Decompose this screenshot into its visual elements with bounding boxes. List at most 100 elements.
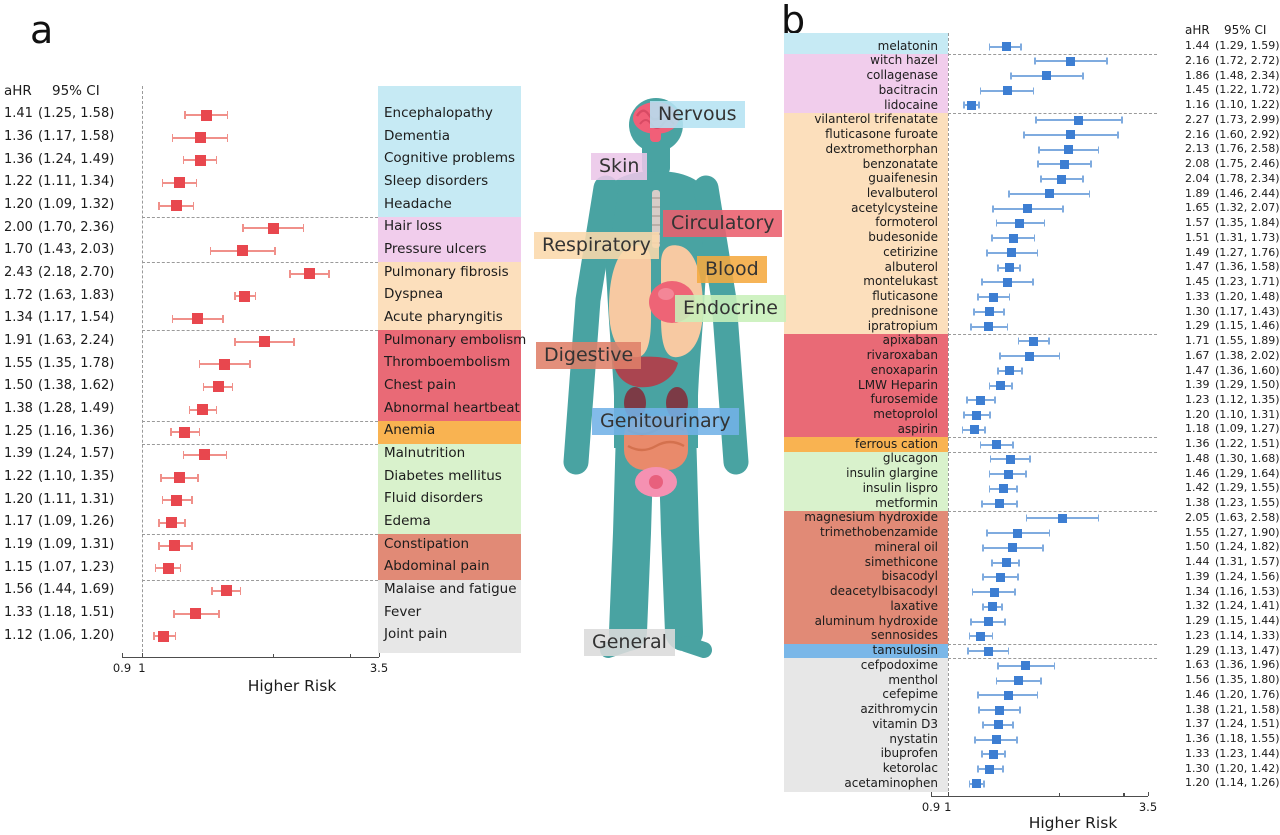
ci-value: (1.78, 2.34) bbox=[1215, 171, 1280, 185]
group-separator bbox=[142, 420, 378, 422]
errorbar-cap bbox=[978, 706, 980, 714]
ahr-marker bbox=[191, 313, 203, 325]
ahr-marker bbox=[988, 749, 998, 759]
ci-value: (1.44, 1.69) bbox=[38, 582, 115, 598]
errorbar-cap bbox=[158, 518, 160, 527]
errorbar-cap bbox=[999, 352, 1001, 360]
ahr-marker bbox=[1002, 277, 1012, 287]
errorbar-cap bbox=[226, 111, 229, 119]
errorbar-cap bbox=[184, 111, 186, 119]
ci-value: (1.11, 1.31) bbox=[38, 491, 115, 507]
ci-value: (1.20, 1.48) bbox=[1215, 289, 1280, 303]
ci-value: (2.18, 2.70) bbox=[38, 265, 115, 281]
errorbar-cap bbox=[1007, 647, 1010, 655]
ci-value: (1.35, 1.78) bbox=[38, 355, 115, 371]
ahr-value: 1.47 bbox=[1185, 260, 1210, 274]
ahr-marker bbox=[239, 290, 251, 302]
errorbar-cap bbox=[1001, 603, 1003, 611]
ci-value: (1.25, 1.58) bbox=[38, 106, 115, 122]
errorbar-cap bbox=[292, 337, 295, 346]
errorbar-cap bbox=[1016, 485, 1018, 493]
forest-row-label: Pulmonary embolism bbox=[384, 331, 527, 348]
errorbar-cap bbox=[161, 178, 164, 187]
errorbar-cap bbox=[191, 496, 194, 505]
errorbar-cap bbox=[152, 632, 155, 641]
forest-row-label: Joint pain bbox=[384, 626, 448, 643]
ci-value: (1.24, 1.56) bbox=[1215, 569, 1280, 583]
ci-value: (1.17, 1.54) bbox=[38, 310, 115, 326]
ahr-marker bbox=[1023, 204, 1033, 214]
errorbar-cap bbox=[192, 201, 195, 210]
ci-value: (1.11, 1.34) bbox=[38, 174, 115, 190]
group-separator bbox=[142, 534, 378, 536]
ahr-value: 1.70 bbox=[4, 242, 33, 258]
ci-value: (1.24, 1.41) bbox=[1215, 599, 1280, 613]
errorbar-cap bbox=[254, 292, 257, 301]
errorbar-cap bbox=[1012, 721, 1014, 729]
body-label-digestive: Digestive bbox=[536, 342, 642, 369]
ahr-value: 1.55 bbox=[1185, 525, 1210, 539]
ci-value: (1.12, 1.35) bbox=[1215, 393, 1280, 406]
forest-row-label: menthol bbox=[888, 672, 938, 687]
errorbar-cap bbox=[1039, 175, 1042, 183]
ahr-marker bbox=[1013, 528, 1023, 538]
errorbar-cap bbox=[1025, 514, 1028, 522]
ahr-value: 1.16 bbox=[1185, 98, 1210, 112]
system-band-circulatory bbox=[378, 330, 521, 421]
ahr-value: 1.46 bbox=[1185, 687, 1210, 701]
errorbar-cap bbox=[995, 677, 998, 685]
errorbar-cap bbox=[1025, 470, 1027, 478]
errorbar-cap bbox=[174, 632, 177, 641]
ci-value: (1.15, 1.44) bbox=[1215, 614, 1280, 628]
errorbar-cap bbox=[1117, 131, 1120, 139]
forest-row-label: benzonatate bbox=[862, 156, 938, 171]
forest-row-label: deacetylbisacodyl bbox=[829, 584, 938, 599]
forest-row-label: cefepime bbox=[882, 687, 938, 702]
errorbar-cap bbox=[1041, 544, 1044, 552]
ahr-value: 2.16 bbox=[1185, 127, 1210, 141]
ahr-marker bbox=[995, 572, 1005, 582]
forest-row-label: magnesium hydroxide bbox=[804, 510, 938, 525]
forest-row-label: witch hazel bbox=[870, 53, 938, 68]
ahr-marker bbox=[1008, 543, 1018, 553]
forest-row-label: vilanterol trifenatate bbox=[814, 112, 938, 127]
ahr-marker bbox=[219, 358, 231, 370]
errorbar-cap bbox=[989, 411, 991, 419]
ahr-marker bbox=[178, 426, 190, 438]
x-axis-tick bbox=[379, 652, 381, 657]
forest-row-label: dextromethorphan bbox=[825, 141, 938, 156]
errorbar-cap bbox=[983, 780, 985, 788]
human-body-silhouette bbox=[563, 98, 749, 658]
ahr-marker bbox=[1045, 189, 1055, 199]
forest-row-label: guaifenesin bbox=[868, 171, 938, 186]
ci-value: (1.35, 1.80) bbox=[1215, 673, 1280, 687]
system-band-blood bbox=[378, 420, 521, 444]
ahr-value: 1.39 bbox=[1185, 378, 1210, 392]
ahr-marker bbox=[972, 410, 982, 420]
errorbar-cap bbox=[1032, 87, 1035, 95]
ahr-marker bbox=[993, 720, 1003, 730]
forest-row-label: Abdominal pain bbox=[384, 558, 490, 575]
ahr-marker bbox=[976, 631, 986, 641]
ahr-marker bbox=[162, 562, 174, 574]
forest-row-label: Headache bbox=[384, 195, 452, 212]
errorbar-cap bbox=[1037, 160, 1039, 168]
ahr-value: 1.38 bbox=[4, 401, 33, 417]
ci-value: (1.21, 1.58) bbox=[1215, 702, 1280, 716]
errorbar-cap bbox=[209, 246, 212, 255]
body-label-general: General bbox=[584, 629, 675, 656]
ahr-marker bbox=[1074, 115, 1084, 125]
ahr-marker bbox=[1004, 366, 1014, 376]
errorbar-cap bbox=[1014, 588, 1016, 596]
errorbar-cap bbox=[1021, 367, 1023, 375]
ci-value: (1.15, 1.46) bbox=[1215, 319, 1280, 333]
group-separator bbox=[948, 643, 1157, 645]
forest-row-label: formoterol bbox=[875, 215, 938, 230]
forest-row-label: ketorolac bbox=[882, 761, 938, 776]
errorbar-cap bbox=[996, 264, 999, 272]
ahr-marker bbox=[1042, 71, 1052, 81]
errorbar-cap bbox=[161, 496, 164, 505]
forest-row-label: laxative bbox=[890, 598, 938, 613]
forest-row-label: enoxaparin bbox=[870, 362, 938, 377]
x-axis-tick bbox=[1148, 791, 1150, 796]
